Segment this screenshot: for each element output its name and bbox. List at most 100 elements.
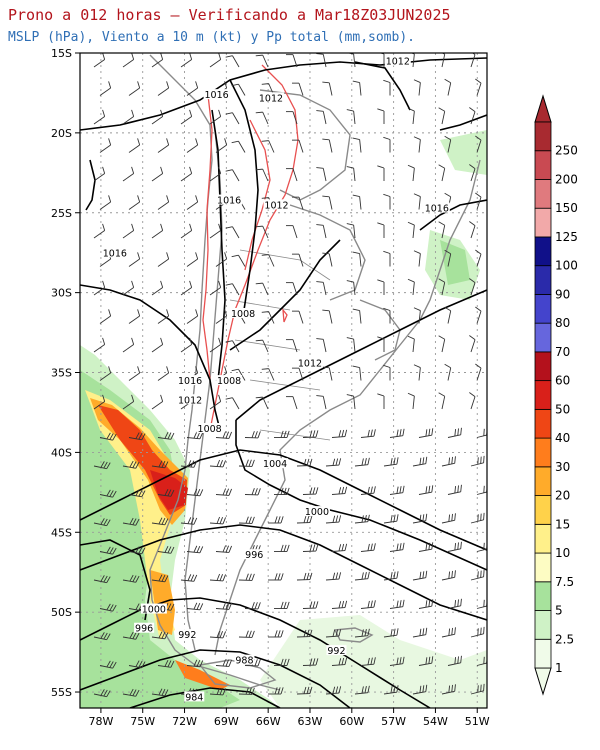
wind-barb [238, 573, 255, 581]
wind-barb [285, 54, 298, 68]
wind-barb [447, 427, 462, 438]
wind-barb [360, 600, 376, 609]
lat-tick-label: 45S [51, 526, 72, 539]
wind-barb [418, 599, 434, 609]
wind-barb [99, 195, 112, 210]
wind-barb [413, 79, 421, 96]
wind-barb [274, 658, 290, 666]
wind-barb [186, 545, 204, 554]
wind-barb [99, 366, 112, 381]
wind-barb [316, 110, 327, 125]
wind-barb [225, 112, 240, 125]
wind-barb [322, 309, 333, 324]
wind-barb [225, 283, 240, 296]
wind-barb [231, 254, 246, 267]
wind-barb [122, 517, 140, 526]
isobar-label: 1012 [259, 93, 283, 104]
isobar-label: 992 [178, 630, 196, 641]
wind-barb [186, 81, 199, 96]
wind-barb [441, 684, 456, 695]
colorbar-label: 30 [555, 460, 570, 474]
wind-barb [413, 307, 421, 324]
wind-barb [441, 53, 446, 68]
colorbar-label: 100 [555, 259, 578, 273]
colorbar-swatch [534, 150, 552, 180]
isobar-label: 1004 [263, 459, 287, 470]
wind-barb [231, 83, 246, 96]
wind-barb [418, 656, 434, 666]
wind-barb [255, 111, 269, 125]
wind-barb [346, 337, 356, 353]
wind-barb [322, 81, 333, 96]
wind-barb [157, 659, 175, 668]
border-provinces [229, 249, 331, 441]
wind-barb [352, 194, 362, 210]
wind-barb [352, 365, 362, 381]
lat-tick-label: 55S [51, 686, 72, 699]
wind-barb [122, 223, 135, 239]
colorbar-label: 250 [555, 144, 578, 158]
wind-barb [322, 195, 333, 210]
isobar-label-bg [244, 549, 265, 560]
wind-barb [383, 571, 399, 581]
isobar-label: 1016 [178, 376, 202, 387]
wind-barb [231, 368, 246, 381]
colorbar-swatch [534, 408, 552, 439]
wind-barb [255, 282, 269, 296]
wind-barb [407, 107, 415, 125]
colorbar-max-arrow [534, 94, 552, 123]
wind-barb [407, 278, 415, 296]
wind-barb [285, 168, 298, 182]
wind-barb [128, 195, 141, 210]
wind-barb [438, 335, 446, 353]
wind-barb [383, 628, 399, 638]
wind-barb [151, 688, 169, 697]
wind-barb [209, 630, 227, 639]
wind-barb [215, 659, 233, 667]
wind-barb [209, 459, 227, 468]
wind-barb [151, 460, 169, 469]
colorbar-label: 125 [555, 230, 578, 244]
colorbar-label: 40 [555, 431, 570, 445]
wind-barb [180, 517, 198, 525]
wind-barb [93, 461, 111, 470]
wind-barb [122, 53, 135, 68]
wind-barb [407, 221, 415, 239]
wind-barb [99, 660, 117, 669]
wind-barb [93, 223, 106, 239]
wind-barb [441, 513, 456, 524]
wind-barb [93, 689, 111, 698]
colorbar-swatch [534, 581, 552, 611]
colorbar-swatch [534, 638, 552, 669]
wind-barb [180, 460, 198, 468]
isobar-label-bg [216, 375, 243, 386]
wind-barb [99, 546, 117, 555]
wind-barb [157, 195, 170, 210]
wind-barb [151, 109, 164, 125]
wind-barb [444, 249, 452, 267]
wind-barb [291, 82, 304, 96]
wind-barb [268, 630, 284, 638]
wind-barb [447, 541, 462, 552]
isobar-label-bg [101, 247, 128, 258]
wind-barb [346, 166, 356, 182]
wind-barb [302, 601, 319, 609]
wind-barb [128, 660, 146, 669]
isobar-label: 1012 [298, 359, 322, 370]
wind-barb [93, 394, 106, 410]
wind-barb [475, 363, 482, 381]
wind-barb [475, 78, 482, 96]
wind-barb [383, 457, 399, 467]
colorbar-label: 10 [555, 546, 570, 560]
wind-barb [470, 512, 485, 524]
wind-barb [331, 543, 348, 552]
wind-barb [316, 338, 327, 353]
isobar-label-bg [263, 199, 290, 210]
wind-barb [128, 489, 146, 498]
wind-barb [122, 280, 135, 296]
lon-tick-label: 54W [423, 715, 448, 728]
wind-barb [346, 280, 356, 296]
lon-tick-label: 72W [172, 715, 197, 728]
precip-top-right [440, 130, 487, 175]
